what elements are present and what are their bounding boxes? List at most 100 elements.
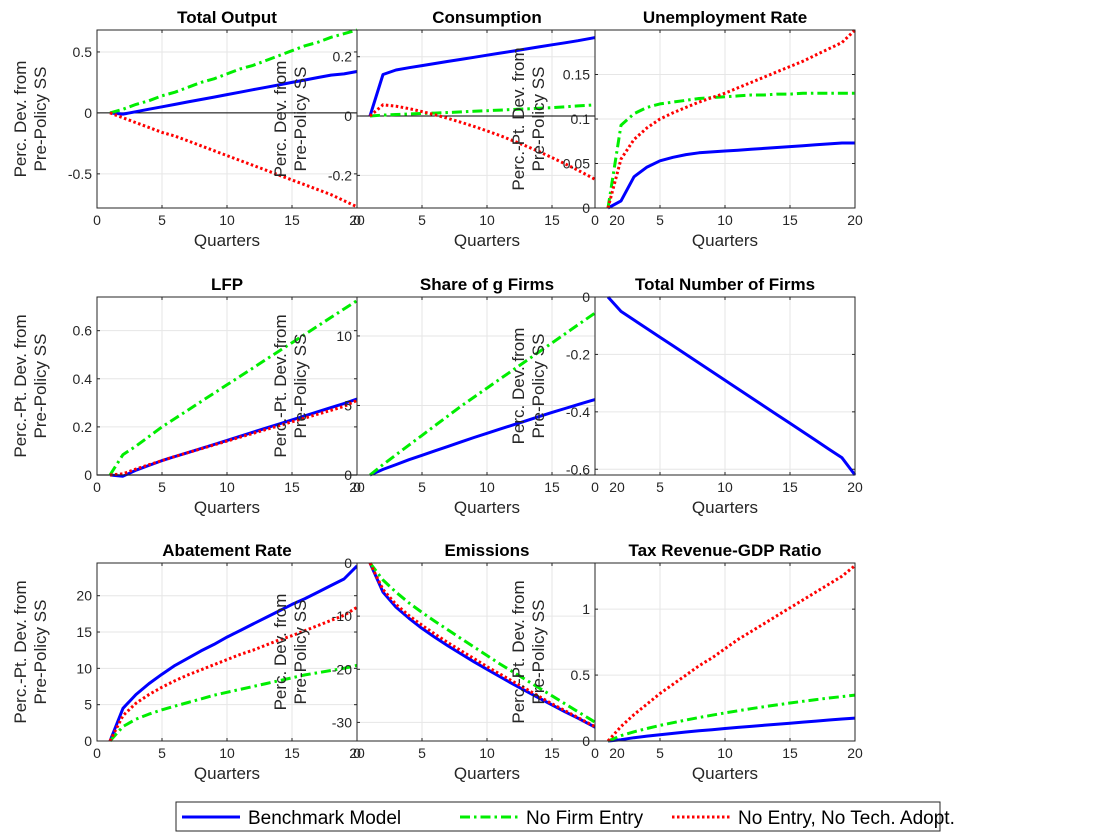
x-axis-label: Quarters (692, 231, 758, 250)
y-tick-label: 0.2 (73, 419, 93, 435)
y-tick-label: -10 (332, 608, 352, 624)
y-tick-label: 0.6 (73, 323, 93, 339)
y-tick-label: 5 (84, 697, 92, 713)
y-axis-label: Pre-Policy SS (529, 600, 548, 705)
panel-7: 0 5 10 15 20-30-20-100EmissionsQuartersPerc.… (271, 541, 625, 783)
x-tick-label: 0 (591, 479, 599, 495)
x-axis-label: Quarters (454, 498, 520, 517)
y-axis-label: Perc. Dev. from (271, 594, 290, 711)
x-tick-label: 15 (284, 212, 300, 228)
x-tick-label: 5 (656, 212, 664, 228)
y-tick-label: 0.2 (333, 49, 353, 65)
x-tick-label: 20 (609, 212, 625, 228)
panel-1: 0 5 10 15 20 -0.2 0 0.2 Consumption Quarters Perc.… (271, 8, 625, 250)
series-line-no_entry (368, 562, 619, 741)
series-line-benchmark (108, 564, 359, 742)
x-tick-label: 0 (353, 479, 361, 495)
x-tick-label: 15 (544, 212, 560, 228)
x-tick-label: 5 (158, 745, 166, 761)
series-line-benchmark (368, 32, 618, 117)
series-line-benchmark (607, 716, 856, 743)
y-tick-label: 10 (336, 328, 352, 344)
x-tick-label: 20 (609, 479, 625, 495)
y-axis-label: Pre-Policy SS (31, 334, 50, 439)
y-axis-label: Pre-Policy SS (31, 67, 50, 172)
x-tick-label: 10 (219, 212, 235, 228)
y-axis-label: Perc.-Pt. Dev. from (509, 47, 528, 190)
y-axis-label: Pre-Policy SS (291, 600, 310, 705)
y-axis-label: Perc. Dev. from (271, 61, 290, 178)
y-tick-label: 0.1 (571, 111, 591, 127)
y-tick-label: -0.2 (566, 346, 590, 362)
y-tick-label: -20 (332, 661, 352, 677)
y-tick-label: 0 (582, 733, 590, 749)
x-tick-label: 0 (353, 745, 361, 761)
series-line-benchmark (109, 70, 358, 116)
y-tick-label: 0 (84, 733, 92, 749)
series-line-benchmark (109, 397, 358, 478)
y-tick-label: -0.4 (566, 404, 590, 420)
x-tick-label: 20 (847, 479, 863, 495)
panel-title: Unemployment Rate (643, 8, 807, 27)
panel-2: 0 5 10 15 20 0 0.05 0.1 0.15 Unemployment Rate Qua… (509, 8, 863, 250)
x-tick-label: 10 (479, 745, 495, 761)
y-tick-label: 0.5 (571, 667, 591, 683)
y-tick-label: 0 (344, 555, 352, 571)
x-tick-label: 5 (418, 212, 426, 228)
x-tick-label: 20 (349, 479, 365, 495)
x-axis-label: Quarters (194, 498, 260, 517)
panel-title: Tax Revenue-GDP Ratio (628, 541, 821, 560)
series-line-no_entry (108, 663, 358, 743)
x-axis-label: Quarters (692, 764, 758, 783)
series-line-no_entry (369, 101, 618, 118)
x-tick-label: 5 (418, 479, 426, 495)
x-tick-label: 20 (847, 745, 863, 761)
x-tick-label: 15 (782, 745, 798, 761)
x-tick-label: 5 (656, 745, 664, 761)
x-tick-label: 15 (782, 479, 798, 495)
legend: Benchmark Model No Firm Entry No Entry, No… (175, 801, 955, 832)
x-tick-label: 10 (717, 745, 733, 761)
x-axis-label: Quarters (194, 764, 260, 783)
panel-5: 0 5 10 15 20 -0.6 -0.4 -0.2 0 Total Number of Fir… (509, 275, 863, 517)
x-tick-label: 15 (544, 745, 560, 761)
panel-title: Share of g Firms (420, 275, 554, 294)
y-tick-label: 0 (344, 467, 352, 483)
legend-label-no_entry: No Firm Entry (526, 808, 644, 829)
y-axis-label: Perc. Dev. from (11, 61, 30, 178)
panel-0: 0 5 10 15 20 -0.5 0 0.5 Total Output Quarters Perc… (11, 8, 365, 250)
series-line-no_entry (108, 299, 358, 476)
x-tick-label: 20 (847, 212, 863, 228)
y-tick-label: 0.05 (563, 156, 590, 172)
y-tick-label: 0.5 (73, 44, 93, 60)
y-axis-label: Perc.-Pt. Dev. from (509, 580, 528, 723)
y-axis-label: Pre-Policy SS (291, 334, 310, 439)
y-tick-label: 20 (76, 588, 92, 604)
x-tick-label: 0 (93, 212, 101, 228)
panel-title: Consumption (432, 8, 542, 27)
y-axis-label: Pre-Policy SS (31, 600, 50, 705)
y-tick-label: 0 (344, 108, 352, 124)
series-line-no_tech (369, 103, 619, 208)
x-axis-label: Quarters (454, 764, 520, 783)
x-tick-label: 15 (544, 479, 560, 495)
x-axis-label: Quarters (692, 498, 758, 517)
x-tick-label: 10 (219, 479, 235, 495)
series-line-benchmark (606, 295, 857, 476)
x-tick-label: 15 (284, 479, 300, 495)
x-tick-label: 5 (158, 479, 166, 495)
series-line-no_tech (109, 111, 358, 209)
y-tick-label: 5 (344, 397, 352, 413)
series-line-no_entry (607, 693, 856, 743)
y-tick-label: 0 (582, 200, 590, 216)
y-axis-label: Perc.-Pt. Dev. from (11, 314, 30, 457)
y-tick-label: -0.2 (328, 167, 352, 183)
panel-title: Emissions (444, 541, 529, 560)
x-tick-label: 20 (349, 745, 365, 761)
panel-title: LFP (211, 275, 243, 294)
y-tick-label: 1 (582, 601, 590, 617)
